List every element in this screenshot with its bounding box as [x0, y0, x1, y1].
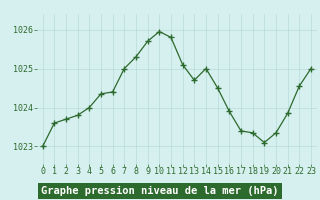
Text: Graphe pression niveau de la mer (hPa): Graphe pression niveau de la mer (hPa): [41, 186, 279, 196]
